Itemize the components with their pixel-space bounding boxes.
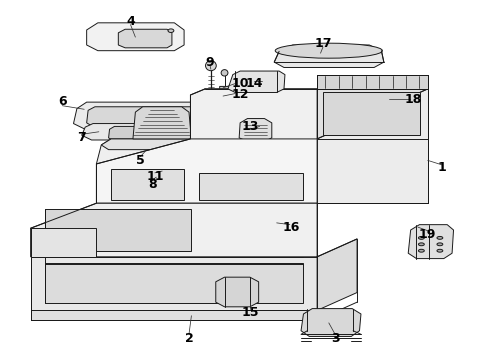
Ellipse shape — [437, 237, 443, 239]
Text: 18: 18 — [404, 93, 422, 106]
Polygon shape — [216, 277, 259, 307]
Polygon shape — [235, 212, 246, 230]
Text: 14: 14 — [246, 77, 264, 90]
Polygon shape — [97, 139, 254, 170]
Text: 8: 8 — [148, 178, 157, 191]
Polygon shape — [155, 178, 183, 189]
Ellipse shape — [418, 243, 424, 246]
Ellipse shape — [418, 237, 424, 239]
Text: 11: 11 — [146, 170, 164, 183]
Text: 3: 3 — [331, 333, 340, 346]
Polygon shape — [220, 86, 230, 91]
Polygon shape — [265, 212, 275, 230]
Polygon shape — [45, 263, 303, 303]
Polygon shape — [408, 225, 454, 258]
Polygon shape — [250, 212, 261, 230]
Polygon shape — [133, 107, 192, 139]
Text: 15: 15 — [241, 306, 259, 319]
Polygon shape — [30, 257, 317, 310]
Polygon shape — [220, 97, 231, 102]
Text: 1: 1 — [438, 161, 447, 174]
Polygon shape — [30, 310, 317, 320]
Ellipse shape — [205, 61, 216, 71]
Polygon shape — [301, 309, 361, 337]
Polygon shape — [199, 173, 303, 200]
Polygon shape — [109, 126, 184, 141]
Polygon shape — [294, 212, 304, 230]
Polygon shape — [82, 123, 213, 140]
Text: 6: 6 — [58, 95, 67, 108]
Ellipse shape — [418, 249, 424, 252]
Polygon shape — [111, 169, 184, 200]
Polygon shape — [74, 102, 218, 130]
Polygon shape — [279, 212, 290, 230]
Polygon shape — [87, 107, 207, 127]
Ellipse shape — [172, 183, 177, 186]
Ellipse shape — [221, 106, 227, 111]
Ellipse shape — [159, 183, 165, 186]
Polygon shape — [317, 75, 428, 89]
Ellipse shape — [275, 43, 382, 58]
Polygon shape — [317, 89, 428, 203]
Polygon shape — [191, 89, 428, 139]
Polygon shape — [30, 228, 97, 257]
Polygon shape — [317, 239, 357, 310]
Polygon shape — [323, 93, 420, 135]
Polygon shape — [97, 139, 317, 203]
Text: 7: 7 — [77, 131, 86, 144]
Polygon shape — [45, 209, 192, 251]
Ellipse shape — [437, 243, 443, 246]
Ellipse shape — [221, 69, 228, 76]
Text: 2: 2 — [185, 333, 194, 346]
Polygon shape — [101, 139, 251, 150]
Text: 12: 12 — [231, 88, 249, 101]
Text: 5: 5 — [136, 154, 145, 167]
Polygon shape — [223, 206, 312, 237]
Polygon shape — [191, 89, 317, 203]
Text: 19: 19 — [419, 228, 437, 241]
Text: 9: 9 — [206, 55, 214, 69]
Text: 13: 13 — [241, 120, 259, 133]
Polygon shape — [118, 29, 172, 48]
Text: 17: 17 — [314, 37, 332, 50]
Polygon shape — [274, 45, 384, 67]
Ellipse shape — [168, 29, 174, 32]
Ellipse shape — [437, 249, 443, 252]
Polygon shape — [228, 71, 285, 93]
Polygon shape — [87, 23, 184, 51]
Polygon shape — [239, 118, 272, 141]
Text: 10: 10 — [231, 77, 249, 90]
Text: 4: 4 — [126, 14, 135, 27]
Polygon shape — [30, 203, 317, 257]
Polygon shape — [152, 166, 203, 181]
Text: 16: 16 — [283, 221, 300, 234]
